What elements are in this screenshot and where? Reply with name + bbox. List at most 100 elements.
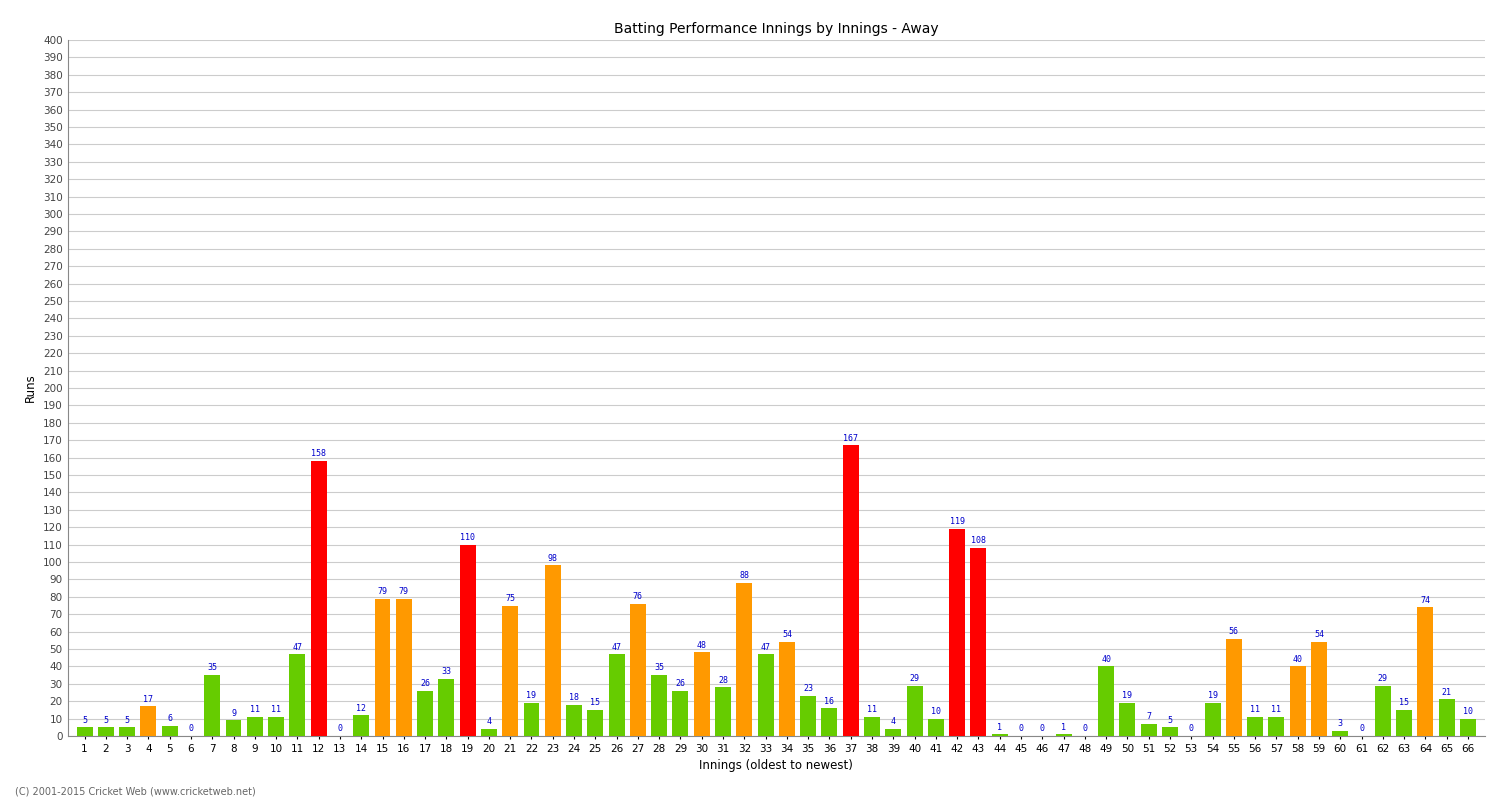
Text: 26: 26 bbox=[675, 679, 686, 688]
Bar bbox=[524, 703, 540, 736]
Bar bbox=[672, 690, 688, 736]
Bar bbox=[1162, 727, 1178, 736]
Text: 76: 76 bbox=[633, 592, 644, 601]
Bar bbox=[1119, 703, 1136, 736]
Text: 19: 19 bbox=[1122, 691, 1132, 700]
Text: 15: 15 bbox=[591, 698, 600, 707]
Bar bbox=[588, 710, 603, 736]
Bar bbox=[438, 678, 454, 736]
Text: 15: 15 bbox=[1400, 698, 1408, 707]
Text: 3: 3 bbox=[1338, 719, 1342, 728]
Bar bbox=[1418, 607, 1434, 736]
Text: 0: 0 bbox=[338, 724, 342, 734]
Bar bbox=[566, 705, 582, 736]
Bar bbox=[396, 598, 412, 736]
Bar bbox=[1376, 686, 1390, 736]
Text: 9: 9 bbox=[231, 709, 236, 718]
Text: 40: 40 bbox=[1293, 654, 1302, 664]
Bar bbox=[906, 686, 922, 736]
Bar bbox=[885, 729, 902, 736]
Bar bbox=[417, 690, 434, 736]
Text: 110: 110 bbox=[460, 533, 476, 542]
Bar bbox=[843, 446, 858, 736]
Bar bbox=[950, 529, 964, 736]
Text: 7: 7 bbox=[1146, 712, 1150, 722]
Bar bbox=[970, 548, 987, 736]
Text: 119: 119 bbox=[950, 518, 964, 526]
Text: 5: 5 bbox=[104, 716, 108, 725]
Bar bbox=[204, 675, 220, 736]
Text: 79: 79 bbox=[378, 587, 387, 596]
Bar bbox=[118, 727, 135, 736]
Text: 10: 10 bbox=[1462, 707, 1473, 716]
Bar bbox=[736, 583, 753, 736]
Text: 17: 17 bbox=[144, 695, 153, 704]
Text: 33: 33 bbox=[441, 667, 452, 676]
Bar bbox=[544, 566, 561, 736]
Text: 35: 35 bbox=[207, 663, 218, 673]
Text: 4: 4 bbox=[891, 718, 896, 726]
Text: 18: 18 bbox=[568, 693, 579, 702]
Text: 167: 167 bbox=[843, 434, 858, 443]
Bar bbox=[1332, 730, 1348, 736]
Text: 11: 11 bbox=[1272, 706, 1281, 714]
Text: 1: 1 bbox=[1060, 722, 1066, 732]
Text: 75: 75 bbox=[506, 594, 515, 603]
Text: 4: 4 bbox=[486, 718, 492, 726]
Text: 74: 74 bbox=[1420, 596, 1431, 605]
Bar bbox=[1204, 703, 1221, 736]
Text: 47: 47 bbox=[292, 642, 303, 652]
Bar bbox=[1246, 717, 1263, 736]
Text: 54: 54 bbox=[1314, 630, 1324, 639]
Text: 11: 11 bbox=[867, 706, 877, 714]
Text: 6: 6 bbox=[166, 714, 172, 723]
Bar bbox=[1396, 710, 1411, 736]
Text: 10: 10 bbox=[932, 707, 940, 716]
Text: 48: 48 bbox=[698, 641, 706, 650]
Text: 88: 88 bbox=[740, 571, 750, 580]
Bar bbox=[630, 604, 646, 736]
Text: 40: 40 bbox=[1101, 654, 1112, 664]
Title: Batting Performance Innings by Innings - Away: Batting Performance Innings by Innings -… bbox=[614, 22, 939, 36]
Bar bbox=[1269, 717, 1284, 736]
Text: 98: 98 bbox=[548, 554, 558, 563]
Text: (C) 2001-2015 Cricket Web (www.cricketweb.net): (C) 2001-2015 Cricket Web (www.cricketwe… bbox=[15, 786, 255, 796]
Bar bbox=[290, 654, 306, 736]
Text: 28: 28 bbox=[718, 676, 728, 685]
Bar bbox=[76, 727, 93, 736]
Bar bbox=[225, 720, 242, 736]
Text: 11: 11 bbox=[272, 706, 280, 714]
Text: 11: 11 bbox=[1250, 706, 1260, 714]
Bar bbox=[503, 606, 518, 736]
Bar bbox=[162, 726, 177, 736]
Y-axis label: Runs: Runs bbox=[24, 374, 38, 402]
Bar bbox=[1226, 638, 1242, 736]
Bar bbox=[1140, 724, 1156, 736]
Bar bbox=[778, 642, 795, 736]
Bar bbox=[822, 708, 837, 736]
Bar bbox=[1460, 718, 1476, 736]
Text: 47: 47 bbox=[760, 642, 771, 652]
Text: 0: 0 bbox=[189, 724, 194, 734]
Text: 79: 79 bbox=[399, 587, 410, 596]
Text: 47: 47 bbox=[612, 642, 621, 652]
Text: 19: 19 bbox=[526, 691, 537, 700]
Text: 56: 56 bbox=[1228, 627, 1239, 636]
Bar bbox=[1098, 666, 1114, 736]
Bar bbox=[864, 717, 880, 736]
Bar bbox=[1056, 734, 1071, 736]
Bar bbox=[141, 706, 156, 736]
Bar bbox=[268, 717, 284, 736]
Text: 5: 5 bbox=[1167, 716, 1173, 725]
Text: 5: 5 bbox=[82, 716, 87, 725]
Text: 0: 0 bbox=[1083, 724, 1088, 734]
Bar bbox=[609, 654, 624, 736]
Text: 0: 0 bbox=[1190, 724, 1194, 734]
Bar bbox=[758, 654, 774, 736]
Text: 5: 5 bbox=[124, 716, 129, 725]
Text: 29: 29 bbox=[1378, 674, 1388, 683]
Text: 108: 108 bbox=[970, 537, 986, 546]
Bar bbox=[310, 461, 327, 736]
Text: 54: 54 bbox=[782, 630, 792, 639]
Text: 0: 0 bbox=[1040, 724, 1046, 734]
